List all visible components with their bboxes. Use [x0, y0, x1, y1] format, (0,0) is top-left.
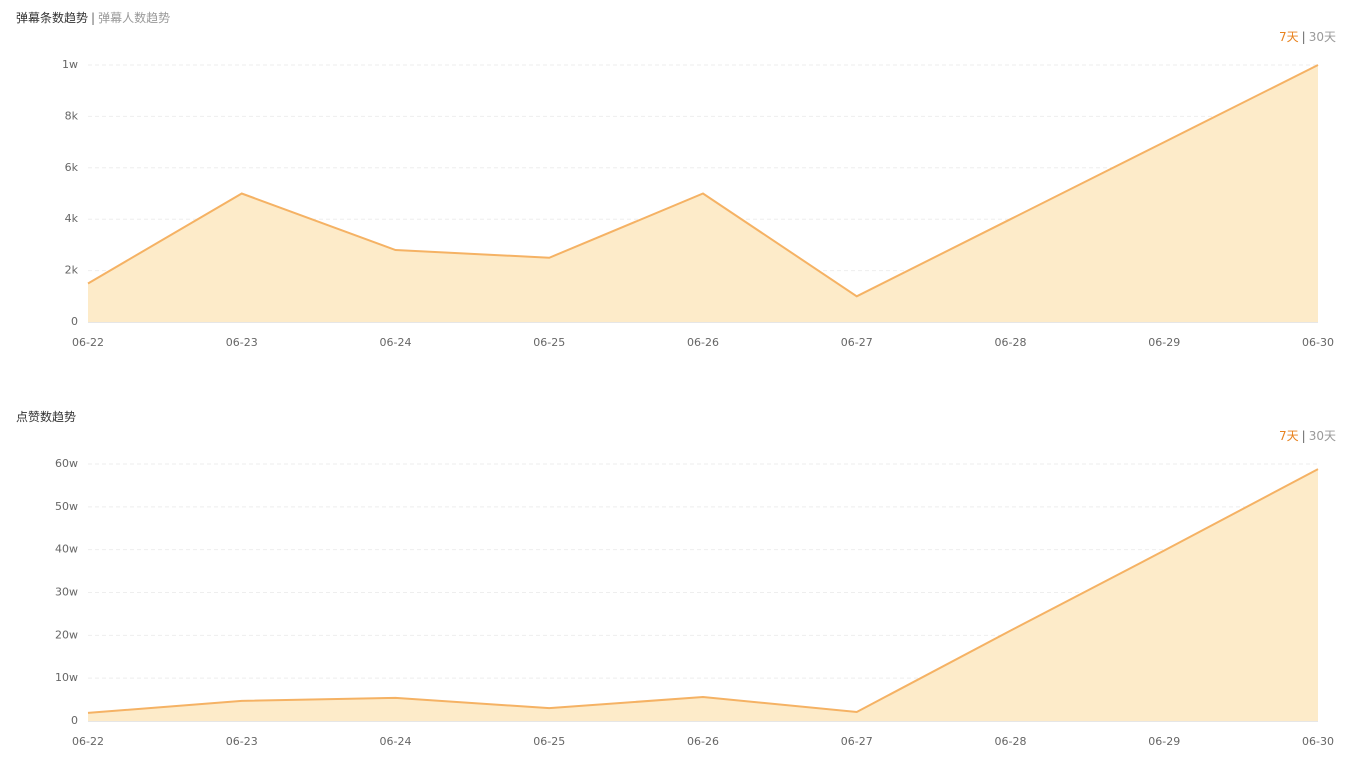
- x-tick-label: 06-30: [1302, 336, 1334, 349]
- line: [87, 64, 1319, 298]
- x-tick-label: 06-25: [533, 336, 565, 349]
- range-tab[interactable]: 30天: [1309, 30, 1336, 44]
- x-tick-label: 06-29: [1148, 336, 1180, 349]
- x-tick-label: 06-27: [841, 336, 873, 349]
- range-separator: |: [1302, 30, 1306, 44]
- y-tick-label: 50w: [55, 500, 78, 513]
- y-tick-label: 6k: [65, 161, 79, 174]
- range-tab[interactable]: 7天: [1279, 429, 1299, 443]
- x-tick-label: 06-30: [1302, 735, 1334, 748]
- range-tab[interactable]: 30天: [1309, 429, 1336, 443]
- x-tick-label: 06-24: [380, 735, 412, 748]
- chart-tabs: 弹幕条数趋势 | 弹幕人数趋势: [16, 10, 170, 25]
- range-tab[interactable]: 7天: [1279, 30, 1299, 44]
- y-tick-label: 30w: [55, 586, 78, 599]
- y-tick-label: 2k: [65, 264, 79, 277]
- y-tick-label: 20w: [55, 628, 78, 641]
- x-tick-label: 06-29: [1148, 735, 1180, 748]
- y-tick-label: 0: [71, 315, 78, 328]
- x-tick-label: 06-28: [995, 336, 1027, 349]
- x-tick-label: 06-24: [380, 336, 412, 349]
- x-tick-label: 06-25: [533, 735, 565, 748]
- y-tick-label: 10w: [55, 671, 78, 684]
- range-tabs: 7天 | 30天: [1279, 429, 1336, 443]
- y-tick-label: 8k: [65, 109, 79, 122]
- x-tick-label: 06-28: [995, 735, 1027, 748]
- tab[interactable]: 弹幕人数趋势: [98, 10, 170, 25]
- range-separator: |: [1302, 429, 1306, 443]
- line: [87, 468, 1319, 714]
- x-tick-label: 06-27: [841, 735, 873, 748]
- y-tick-label: 4k: [65, 212, 79, 225]
- x-tick-label: 06-26: [687, 735, 719, 748]
- y-tick-label: 40w: [55, 543, 78, 556]
- x-tick-label: 06-23: [226, 336, 258, 349]
- tab[interactable]: 弹幕条数趋势: [16, 10, 88, 25]
- x-tick-label: 06-22: [72, 336, 104, 349]
- area-fill: [88, 469, 1318, 721]
- chart-tabs: 点赞数趋势: [16, 409, 76, 424]
- tab: 点赞数趋势: [16, 409, 76, 424]
- range-tabs: 7天 | 30天: [1279, 30, 1336, 44]
- tab-separator: |: [91, 11, 95, 25]
- y-tick-label: 0: [71, 714, 78, 727]
- x-tick-label: 06-22: [72, 735, 104, 748]
- x-tick-label: 06-23: [226, 735, 258, 748]
- x-tick-label: 06-26: [687, 336, 719, 349]
- y-tick-label: 60w: [55, 457, 78, 470]
- y-tick-label: 1w: [62, 58, 78, 71]
